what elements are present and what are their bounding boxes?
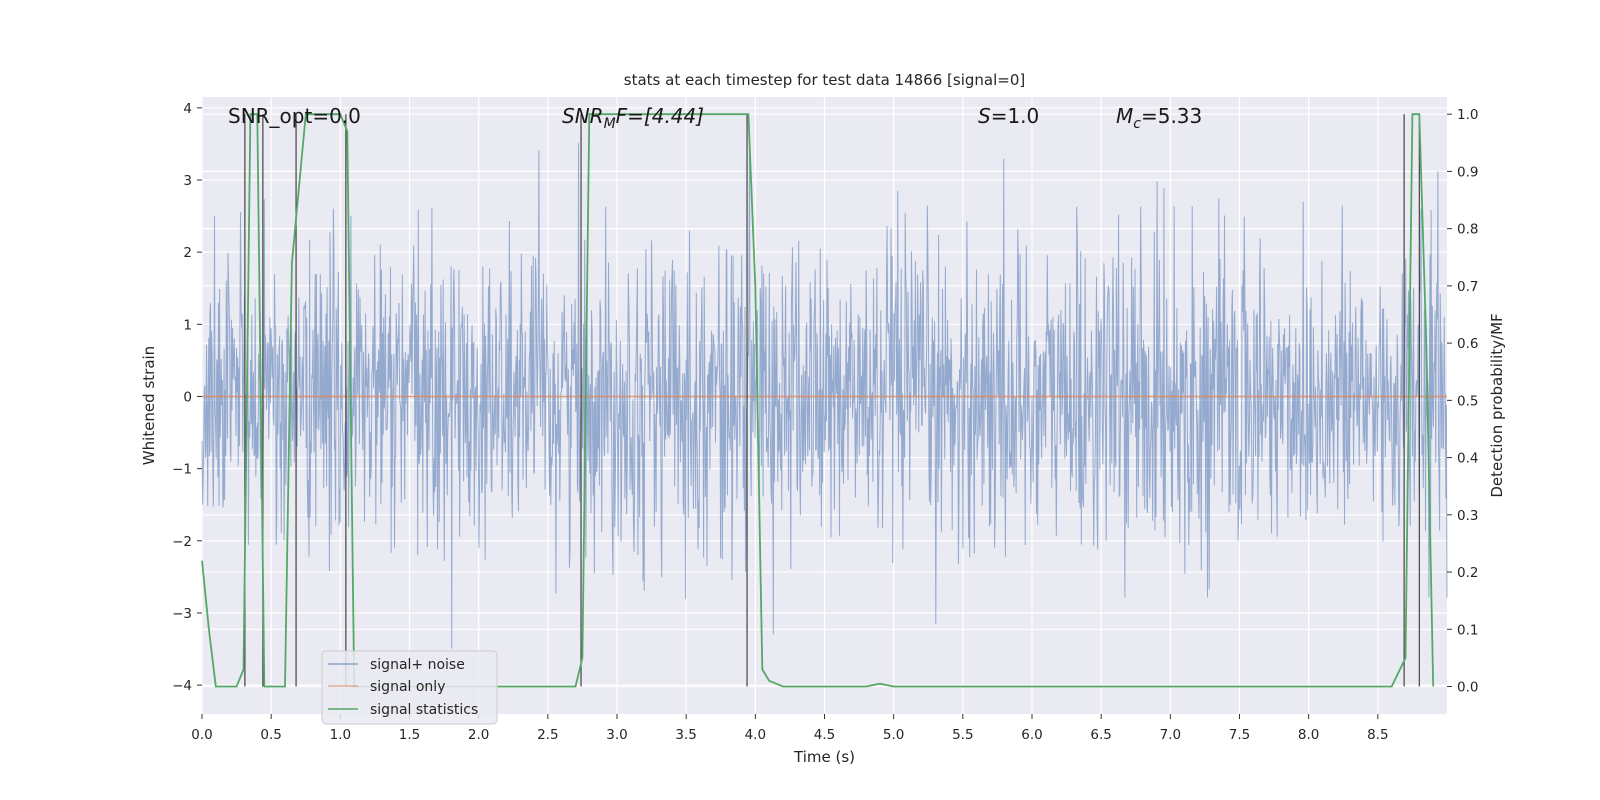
annotation-mc-base: M	[1116, 104, 1133, 128]
x-tick-label: 2.5	[537, 727, 558, 743]
series-line-signal-noise	[201, 138, 1448, 649]
y-right-tick-label: 0.3	[1457, 508, 1478, 524]
signal-noise-series	[201, 138, 1448, 649]
x-tick-label: 3.0	[606, 727, 627, 743]
y-right-tick-label: 0.9	[1457, 164, 1478, 180]
signal-statistics-series	[201, 113, 1435, 688]
chart-title: stats at each timestep for test data 148…	[624, 71, 1025, 89]
y-axis-left-label: Whitened strain	[140, 346, 158, 465]
x-axis-label: Time (s)	[793, 748, 855, 766]
y-left-tick-label: 0	[183, 389, 192, 405]
x-tick-label: 7.0	[1160, 727, 1181, 743]
x-tick-label: 5.5	[952, 727, 973, 743]
legend: signal+ noise signal only signal statist…	[321, 650, 498, 725]
x-tick-label: 6.5	[1090, 727, 1111, 743]
x-tick-label: 7.5	[1229, 727, 1250, 743]
annotation-mc-sub: c	[1133, 116, 1141, 132]
annotations: SNR_opt=0.0 SNRMF=[4.44] S=1.0 Mc=5.33	[228, 104, 1202, 132]
annotation-s-rest: =1.0	[991, 104, 1040, 128]
x-tick-label: 5.0	[883, 727, 904, 743]
x-tick-label: 0.5	[260, 727, 281, 743]
annotation-mc-rest: =5.33	[1141, 104, 1202, 128]
annotation-s: S=1.0	[978, 104, 1039, 128]
y-right-tick-label: 1.0	[1457, 107, 1478, 123]
x-tick-label: 0.0	[191, 727, 212, 743]
y-left-tick-label: −2	[172, 534, 192, 550]
x-tick-label: 3.5	[675, 727, 696, 743]
x-tick-label: 1.0	[330, 727, 351, 743]
y-right-tick-label: 0.5	[1457, 393, 1478, 409]
x-tick-label: 4.0	[745, 727, 766, 743]
y-right-tick-label: 0.2	[1457, 565, 1478, 581]
x-tick-label: 8.5	[1367, 727, 1388, 743]
y-left-tick-label: 2	[183, 245, 192, 261]
x-tick-label: 4.5	[814, 727, 835, 743]
x-tick-label: 2.0	[468, 727, 489, 743]
y-right-tick-label: 0.7	[1457, 279, 1478, 295]
y-left-tick-label: −3	[172, 606, 192, 622]
y-left-tick-label: 3	[183, 173, 192, 189]
annotation-snr-mf-base: SNR	[562, 104, 604, 128]
annotation-mc: Mc=5.33	[1116, 104, 1202, 132]
y-right-tick-label: 0.6	[1457, 336, 1478, 352]
annotation-snr-opt: SNR_opt=0.0	[228, 104, 361, 128]
y-left-tick-label: 4	[183, 101, 192, 117]
y-left-tick-label: −1	[172, 462, 192, 478]
annotation-snr-mf: SNRMF=[4.44]	[562, 104, 704, 132]
x-tick-label: 8.0	[1298, 727, 1319, 743]
series-line-signal-statistics	[201, 113, 1435, 688]
y-right-tick-label: 0.8	[1457, 222, 1478, 238]
annotation-s-base: S	[978, 104, 991, 128]
annotation-snr-mf-rest: F=[4.44]	[616, 104, 704, 128]
legend-box	[321, 650, 498, 725]
y-right-tick-label: 0.4	[1457, 451, 1478, 467]
y-right-tick-label: 0.1	[1457, 622, 1478, 638]
x-tick-label: 6.0	[1021, 727, 1042, 743]
legend-label-signal-only: signal only	[370, 679, 445, 695]
y-left-tick-label: 1	[183, 317, 192, 333]
legend-label-signal-noise: signal+ noise	[370, 657, 465, 673]
y-axis-right-label: Detection probability/MF	[1488, 313, 1506, 497]
annotation-snr-mf-sub: M	[604, 116, 616, 132]
axes: 0.0 0.5 1.0 1.5 2.0 2.5 3.0 3.5 4.0 4.5 5.0 5.5 6.0 6…	[172, 101, 1478, 743]
legend-label-signal-statistics: signal statistics	[370, 702, 478, 718]
y-right-tick-label: 0.0	[1457, 680, 1478, 696]
x-tick-label: 1.5	[399, 727, 420, 743]
y-left-tick-label: −4	[172, 678, 192, 694]
